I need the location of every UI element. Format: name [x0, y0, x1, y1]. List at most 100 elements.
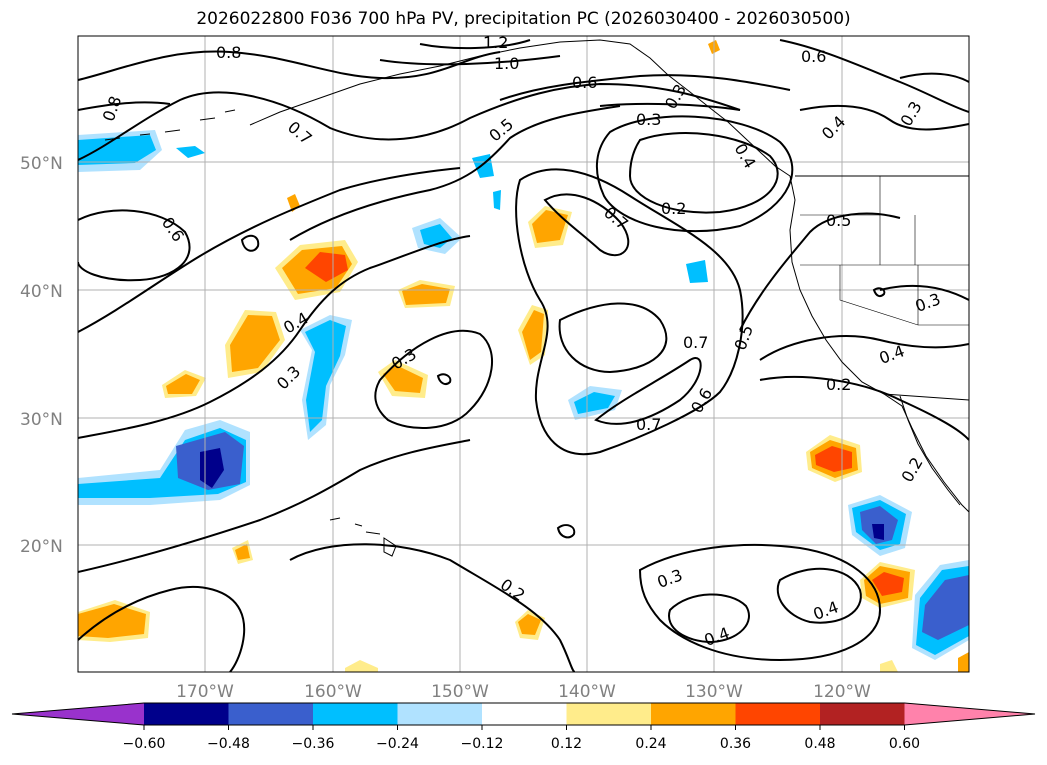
colorbar-segment — [228, 703, 313, 725]
pv-contour-0.3-ne — [899, 72, 969, 83]
pv-contour-0.7 — [78, 82, 741, 161]
figure-title: 2026022800 F036 700 hPa PV, precipitatio… — [196, 9, 851, 29]
pv-contour-0.2 — [78, 439, 471, 573]
precip-pos-area — [880, 660, 898, 672]
pv-contour-0.3-mid — [374, 329, 494, 429]
colorbar-tick-label: 0.12 — [551, 736, 582, 752]
lat-label-30n: 30°N — [20, 410, 63, 430]
precip-shading — [78, 40, 969, 672]
pv-contour-0.6-west — [78, 209, 191, 282]
lon-label-120w: 120°W — [813, 682, 871, 702]
colorbar-tick-marks — [143, 725, 905, 730]
precip-pos-area — [402, 284, 450, 305]
contour-label: 0.5 — [826, 211, 851, 230]
map-plot-area: 1.2 1.0 0.8 0.8 0.7 0.6 0.6 0.5 0.4 0.3 … — [78, 33, 969, 672]
colorbar-tick-label: −0.48 — [207, 736, 250, 752]
pv-contour-1.2 — [419, 39, 531, 50]
pv-contour-0.6 — [499, 74, 791, 101]
colorbar-segment — [313, 703, 398, 725]
lon-label-130w: 130°W — [685, 682, 743, 702]
precip-pos-area — [383, 365, 423, 393]
hawaii-islands — [329, 517, 397, 557]
precip-pos-area — [872, 572, 904, 596]
precip-pos-area — [305, 252, 348, 282]
colorbar-tick-label: −0.12 — [461, 736, 504, 752]
precip-pos-area — [532, 210, 568, 243]
pv-contours — [78, 39, 969, 672]
pv-contour-central-0.7 — [515, 168, 744, 456]
contour-label: 0.2 — [826, 375, 851, 394]
precip-neg-area — [78, 135, 156, 165]
pv-contour-small-loop — [240, 234, 260, 252]
pv-contour-0.2-south — [289, 543, 576, 672]
contour-label: 1.2 — [483, 33, 508, 52]
pv-contour-0.3-alaska — [599, 102, 741, 111]
colorbar-tick-label: −0.36 — [292, 736, 335, 752]
lat-label-40n: 40°N — [20, 282, 63, 302]
contour-label: 0.8 — [216, 43, 241, 62]
pv-contour-0.5 — [289, 105, 621, 241]
precip-neg-area — [922, 575, 969, 640]
precip-pos-area — [518, 614, 541, 635]
colorbar-extension-high — [904, 703, 1035, 725]
west-coast — [789, 175, 969, 513]
contour-label: 0.7 — [636, 415, 661, 434]
colorbar-tick-label: 0.60 — [889, 736, 920, 752]
precip-neg-area — [493, 190, 501, 210]
colorbar-segment — [651, 703, 736, 725]
precip-pos-area — [958, 652, 969, 672]
precip-neg-area — [872, 524, 884, 540]
contour-label: 0.6 — [572, 73, 597, 92]
pv-contour-0.2-east — [759, 375, 969, 441]
map-gridlines — [78, 36, 969, 672]
precip-pos-area — [345, 660, 378, 672]
pv-contour-central-0.6 — [543, 193, 630, 257]
colorbar-tick-label: −0.60 — [123, 736, 166, 752]
precip-pos-area — [78, 604, 146, 638]
colorbar-segment — [566, 703, 651, 725]
precip-pos-area — [230, 315, 280, 372]
colorbar-segment — [144, 703, 229, 725]
colorbar-tick-label: 0.36 — [720, 736, 751, 752]
contour-label: 0.7 — [683, 333, 708, 352]
pv-contour-small-loop — [436, 373, 452, 385]
coastlines — [104, 39, 969, 557]
pv-contour-1.0 — [379, 55, 561, 66]
colorbar-segment — [397, 703, 482, 725]
colorbar-tick-label: 0.48 — [804, 736, 835, 752]
lon-label-150w: 150°W — [431, 682, 489, 702]
pv-contour-0.4-east — [759, 335, 969, 361]
alaska-coast — [249, 39, 791, 177]
colorbar-segment — [482, 703, 567, 725]
pv-contour-central-0.7b — [594, 357, 702, 425]
colorbar: −0.60 −0.48 −0.36 −0.24 −0.12 0.12 0.24 … — [11, 702, 1036, 752]
pv-contour-0.4-se2 — [668, 593, 750, 644]
pv-contour-small-loop — [872, 287, 886, 298]
lon-label-160w: 160°W — [304, 682, 362, 702]
pv-contour-0.6-ne — [779, 39, 969, 113]
pv-contour-0.3-east — [879, 284, 969, 301]
pv-contour-0.3-west — [78, 235, 471, 439]
lon-label-170w: 170°W — [176, 682, 234, 702]
lat-label-20n: 20°N — [20, 537, 63, 557]
contour-label: 1.0 — [494, 54, 519, 73]
pv-contour-0.4-se — [776, 567, 862, 624]
precip-pos-area — [235, 544, 250, 560]
colorbar-extension-low — [12, 703, 144, 725]
colorbar-segment — [820, 703, 905, 725]
precip-pos-area — [166, 374, 200, 394]
precip-neg-area — [305, 320, 346, 432]
pv-contour-0.5-nw — [78, 101, 171, 111]
pv-contour-central-inner — [558, 302, 668, 374]
pv-contour-0.4-sw — [78, 586, 246, 672]
lat-label-50n: 50°N — [20, 154, 63, 174]
aleutian-islands — [104, 109, 236, 141]
precip-neg-area — [200, 448, 224, 488]
latitude-labels: 50°N 40°N 30°N 20°N — [20, 154, 63, 557]
pv-contour-0.4 — [78, 167, 461, 333]
precip-neg-area — [574, 392, 615, 414]
precip-neg-area — [176, 146, 205, 158]
precip-pos-area — [815, 446, 852, 472]
baja-peninsula — [899, 395, 961, 506]
